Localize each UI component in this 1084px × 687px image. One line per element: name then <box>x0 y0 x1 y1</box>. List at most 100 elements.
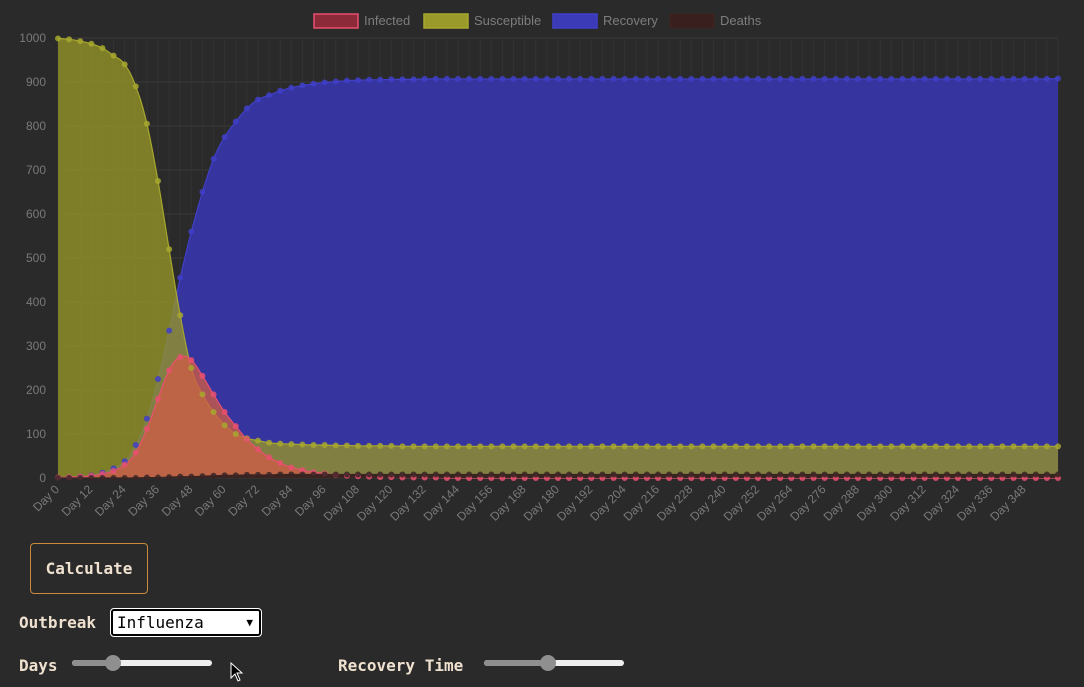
deaths-point <box>710 471 717 478</box>
infected-point <box>166 367 173 374</box>
susceptible-point <box>577 443 584 450</box>
susceptible-point <box>432 443 439 450</box>
calculate-button[interactable]: Calculate <box>30 543 148 594</box>
susceptible-point <box>255 437 261 444</box>
x-tick-label: Day 72 <box>225 482 262 519</box>
x-tick-label: Day 204 <box>587 482 629 524</box>
deaths-point <box>221 472 228 479</box>
susceptible-point <box>355 442 361 449</box>
susceptible-point <box>88 40 95 47</box>
outbreak-selected-value: Influenza <box>117 613 204 632</box>
legend-item-infected[interactable]: Infected <box>313 13 410 29</box>
recovery-slider-fill <box>484 660 548 666</box>
susceptible-point <box>177 312 184 319</box>
recovery-slider-thumb[interactable] <box>539 655 556 671</box>
recovery-point <box>621 75 628 82</box>
legend-item-susceptible[interactable]: Susceptible <box>423 13 541 29</box>
infected-area <box>58 356 1058 479</box>
x-tick-label: Day 60 <box>192 482 229 519</box>
chart-legend[interactable]: Infected Susceptible Recovery Deaths <box>313 13 762 29</box>
deaths-point <box>166 474 173 481</box>
deaths-point <box>577 471 584 478</box>
recovery-time-slider[interactable] <box>484 655 624 671</box>
deaths-point <box>532 471 539 478</box>
deaths-point <box>1010 471 1017 478</box>
susceptible-point <box>343 442 350 449</box>
susceptible-point <box>1032 443 1039 450</box>
susceptible-point <box>1021 443 1028 450</box>
deaths-point <box>588 471 595 478</box>
x-tick-label: Day 288 <box>821 482 863 524</box>
chart-points <box>55 35 1061 481</box>
deaths-point <box>721 471 728 478</box>
recovery-point <box>788 75 795 82</box>
recovery-point <box>1021 75 1028 82</box>
deaths-point <box>677 471 684 478</box>
deaths-point <box>477 471 484 478</box>
outbreak-label: Outbreak <box>19 613 97 632</box>
deaths-point <box>566 471 573 478</box>
susceptible-point <box>1055 443 1061 450</box>
recovery-point <box>743 75 750 82</box>
x-tick-label: Day 0 <box>30 482 62 514</box>
legend-item-recovery[interactable]: Recovery <box>552 13 658 29</box>
x-tick-label: Day 36 <box>125 482 162 519</box>
recovery-point <box>710 75 717 82</box>
susceptible-point <box>777 443 784 450</box>
recovery-point <box>632 75 639 82</box>
recovery-point <box>677 75 684 82</box>
outbreak-select[interactable]: Influenza ▼ <box>110 608 262 637</box>
susceptible-point <box>421 443 428 450</box>
deaths-point <box>343 471 350 478</box>
days-slider[interactable] <box>72 655 212 671</box>
recovery-point <box>855 75 861 82</box>
susceptible-point <box>810 443 817 450</box>
recovery-point <box>288 84 295 91</box>
recovery-point <box>499 75 506 82</box>
deaths-point <box>232 472 239 479</box>
recovery-point <box>799 75 806 82</box>
deaths-point <box>843 471 850 478</box>
recovery-point <box>810 75 817 82</box>
deaths-point <box>777 471 784 478</box>
susceptible-points <box>55 35 1061 450</box>
susceptible-point <box>743 443 750 450</box>
x-tick-label: Day 300 <box>854 482 896 524</box>
susceptible-point <box>221 422 228 429</box>
recovery-point <box>443 75 450 82</box>
susceptible-point <box>555 443 561 450</box>
deaths-point <box>288 471 295 478</box>
deaths-point <box>766 471 773 478</box>
x-tick-label: Day 24 <box>92 482 129 519</box>
deaths-point <box>899 471 906 478</box>
infected-point <box>232 423 239 430</box>
susceptible-point <box>799 443 806 450</box>
susceptible-point <box>121 61 128 68</box>
deaths-point <box>366 471 373 478</box>
x-tick-label: Day 168 <box>487 482 529 524</box>
recovery-point <box>610 75 617 82</box>
y-tick-label: 400 <box>26 295 46 309</box>
infected-point <box>299 467 306 474</box>
days-label: Days <box>19 656 58 675</box>
days-slider-thumb[interactable] <box>105 655 122 671</box>
legend-item-deaths[interactable]: Deaths <box>669 13 762 29</box>
deaths-point <box>621 471 628 478</box>
recovery-point <box>466 75 473 82</box>
susceptible-point <box>1043 443 1050 450</box>
recovery-point <box>343 77 350 84</box>
deaths-point <box>666 471 673 478</box>
infected-point <box>155 395 161 402</box>
deaths-point <box>121 475 128 481</box>
susceptible-point <box>499 443 506 450</box>
recovery-point <box>577 75 584 82</box>
x-tick-label: Day 48 <box>159 482 196 519</box>
y-tick-label: 200 <box>26 383 46 397</box>
infected-point <box>199 372 206 379</box>
susceptible-point <box>632 443 639 450</box>
infected-point <box>132 449 139 456</box>
deaths-point <box>210 472 217 479</box>
susceptible-point <box>510 443 517 450</box>
deaths-points <box>55 471 1061 481</box>
x-tick-label: Day 120 <box>354 482 396 524</box>
